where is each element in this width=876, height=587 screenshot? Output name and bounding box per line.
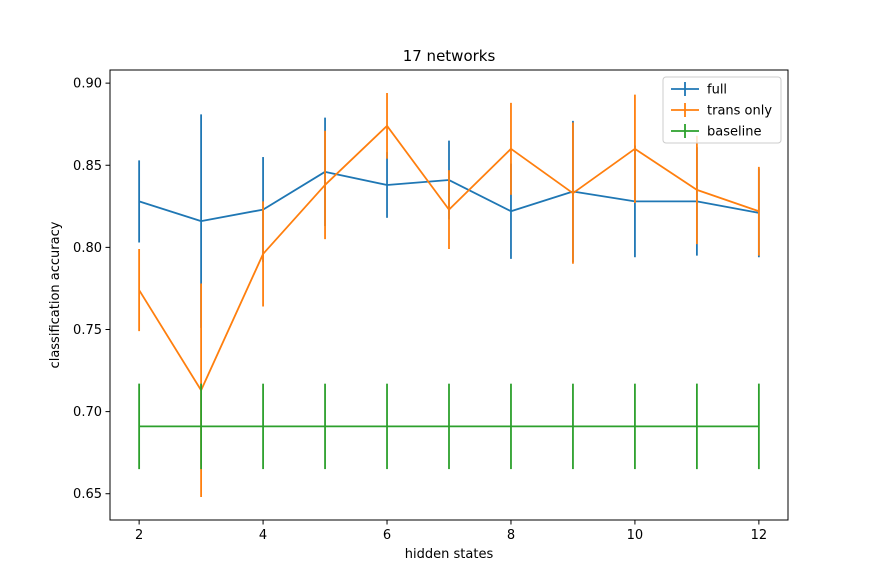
y-axis-label: classification accuracy [48,221,63,368]
chart-title: 17 networks [403,47,496,65]
x-tick-label: 12 [751,528,768,543]
plot-area [138,92,760,498]
x-tick-label: 10 [627,528,644,543]
legend-handle [671,124,699,138]
legend-handle [671,82,699,96]
y-tick-label: 0.75 [73,323,102,338]
plot-frame [109,69,789,521]
legend-box [662,76,782,144]
y-tick-label: 0.85 [73,159,102,174]
legend-label: full [707,83,727,98]
x-tick-label: 6 [383,528,391,543]
series-2 [138,383,760,470]
x-tick-label: 4 [259,528,267,543]
axes: 2 4 6 8 10 12 0.65 0.70 0.75 0.80 0.85 0.90 [73,69,789,543]
y-tick-label: 0.70 [73,405,102,420]
y-tick-label: 0.80 [73,241,102,256]
y-tick-label: 0.90 [73,77,102,92]
legend-handle [671,103,699,117]
legend-label: trans only [707,104,772,119]
x-tick-label: 2 [135,528,143,543]
series-line [138,124,760,392]
legend: full trans only baseline [662,76,782,144]
legend-label: baseline [707,125,761,140]
y-tick-label: 0.65 [73,487,102,502]
x-axis-label: hidden states [405,547,494,562]
x-tick-label: 8 [507,528,515,543]
